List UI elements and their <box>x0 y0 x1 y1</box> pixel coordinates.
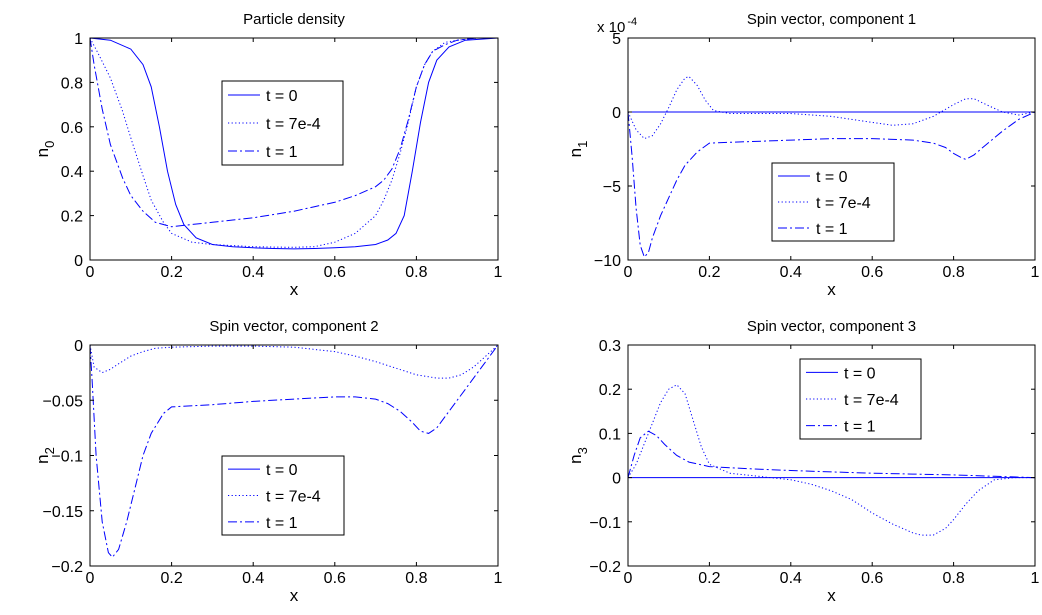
subplot-2: 0 0.2 0.4 0.6 0.8 1 −10 −5 0 5x 10 -4 Spin vector, … <box>566 11 1040 299</box>
subplot-4: 0 0.2 0.4 0.6 0.8 1 −0.2 −0.1 0 0.1 0.2 0.3 Spin vec… <box>566 318 1040 605</box>
x-tick-label: 0.8 <box>942 264 964 281</box>
x-tick-label: 1 <box>494 264 503 281</box>
y-tick-label: 0 <box>74 253 83 270</box>
x-tick-label: 0.2 <box>698 264 720 281</box>
legend-entry: t = 1 <box>844 419 876 436</box>
x-tick-label: 0.2 <box>698 570 720 587</box>
series-line-dotted <box>89 344 499 379</box>
x-tick-label: 0.2 <box>160 264 182 281</box>
subplot-title: Spin vector, component 3 <box>747 318 916 335</box>
series-line-dotted <box>627 75 1036 140</box>
x-tick-label: 1 <box>494 570 503 587</box>
legend-entry: t = 0 <box>266 88 298 105</box>
legend-entry: t = 0 <box>844 365 876 382</box>
x-tick-label: 0.6 <box>861 264 883 281</box>
legend-entry: t = 1 <box>266 144 298 161</box>
x-tick-label: 0.4 <box>780 570 802 587</box>
series-line-dashdot <box>627 111 1036 258</box>
axes-box <box>89 37 499 261</box>
series-line-solid <box>89 37 499 250</box>
y-tick-label: 1 <box>74 31 83 48</box>
y-tick-label: −0.1 <box>589 515 621 532</box>
series-line-dotted <box>627 384 1035 536</box>
legend-entry: t = 7e-4 <box>266 489 321 506</box>
y-tick-label: −5 <box>603 179 621 196</box>
y-tick-label: −0.2 <box>51 559 83 576</box>
x-tick-label: 0 <box>624 570 633 587</box>
legend-entry: t = 7e-4 <box>844 392 899 409</box>
x-axis-label: x <box>827 280 836 299</box>
x-axis-label: x <box>290 280 299 299</box>
x-tick-label: 0.4 <box>780 264 802 281</box>
y-axis-label: n0 <box>33 141 57 158</box>
x-tick-label: 0 <box>624 264 633 281</box>
y-tick-label: −0.2 <box>589 559 621 576</box>
series-line-dashdot <box>627 430 1036 479</box>
series-line-dashdot <box>89 344 499 558</box>
subplot-title: Particle density <box>243 11 345 28</box>
y-tick-label: 0 <box>612 105 621 122</box>
x-tick-label: 0.4 <box>242 570 264 587</box>
y-tick-label: 0.2 <box>599 382 621 399</box>
subplot-title: Spin vector, component 2 <box>209 318 378 335</box>
y-tick-label: 5 <box>612 31 621 48</box>
subplot-3: 0 0.2 0.4 0.6 0.8 1 −0.2 −0.15 −0.1 −0.05 0 Spin ve… <box>33 318 503 605</box>
x-tick-label: 0.4 <box>242 264 264 281</box>
subplot-title: Spin vector, component 1 <box>747 11 916 28</box>
legend-entry: t = 0 <box>266 462 298 479</box>
x-axis-label: x <box>290 586 299 605</box>
y-axis-label: n2 <box>33 447 57 464</box>
axes-box <box>627 37 1036 261</box>
x-axis-label: x <box>827 586 836 605</box>
legend: t = 0 t = 7e-4 t = 1 <box>221 455 345 536</box>
legend-entry: t = 7e-4 <box>266 116 321 133</box>
y-tick-label: 0 <box>612 471 621 488</box>
y-tick-label: −0.15 <box>43 504 84 521</box>
x-tick-label: 0 <box>86 264 95 281</box>
x-tick-label: 0.6 <box>861 570 883 587</box>
x-tick-label: 1 <box>1031 570 1040 587</box>
series-line-dotted <box>89 37 498 248</box>
x-tick-label: 0.8 <box>405 570 427 587</box>
legend-entry: t = 1 <box>816 221 848 238</box>
legend-entry: t = 1 <box>266 515 298 532</box>
x-tick-label: 0.6 <box>324 570 346 587</box>
x-tick-label: 0.6 <box>324 264 346 281</box>
y-axis-label: n1 <box>566 141 590 158</box>
legend: t = 0 t = 7e-4 t = 1 <box>771 162 895 242</box>
x-tick-label: 0.8 <box>405 264 427 281</box>
x-tick-label: 1 <box>1031 264 1040 281</box>
subplot-1: 0 0.2 0.4 0.6 0.8 1 0 0.2 0.4 0.6 0.8 1 Particle den… <box>33 11 503 299</box>
y-tick-label: 0 <box>74 338 83 355</box>
y-tick-label: 0.4 <box>61 164 83 181</box>
y-tick-label: −10 <box>594 253 621 270</box>
axes-box <box>627 344 1036 567</box>
y-tick-label: 0.1 <box>599 426 621 443</box>
y-tick-label: 0.3 <box>599 338 621 355</box>
series-line-dashdot <box>89 37 498 228</box>
legend: t = 0 t = 7e-4 t = 1 <box>799 358 922 440</box>
legend-entry: t = 0 <box>816 169 848 186</box>
y-tick-label: −0.1 <box>51 449 83 466</box>
y-tick-label: −0.05 <box>43 393 84 410</box>
y-axis-label: n3 <box>566 447 590 464</box>
x-tick-label: 0.2 <box>160 570 182 587</box>
y-exponent-label: x 10 -4 <box>597 16 637 36</box>
legend: t = 0 t = 7e-4 t = 1 <box>221 80 344 166</box>
y-tick-label: 0.8 <box>61 75 83 92</box>
y-tick-label: 0.6 <box>61 120 83 137</box>
x-tick-label: 0.8 <box>942 570 964 587</box>
legend-entry: t = 7e-4 <box>816 195 871 212</box>
x-tick-label: 0 <box>86 570 95 587</box>
y-tick-label: 0.2 <box>61 209 83 226</box>
